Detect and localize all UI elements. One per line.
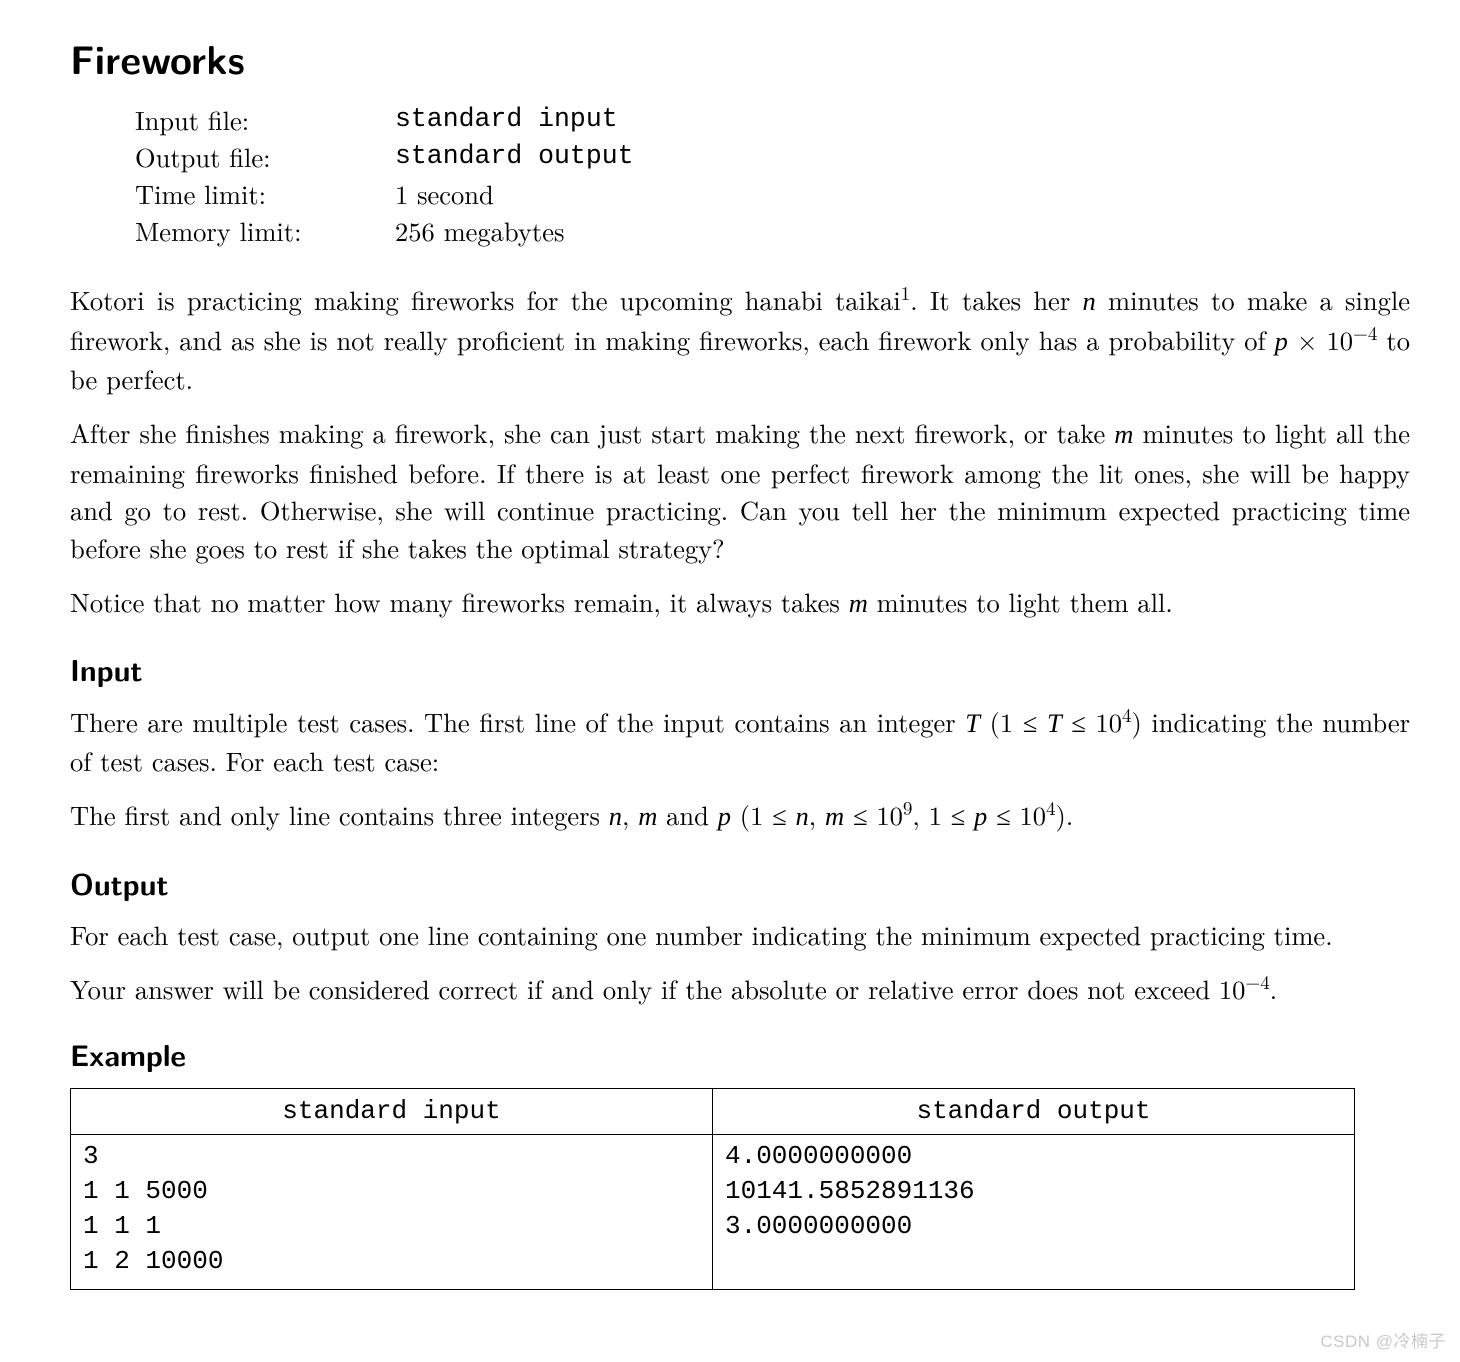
section-heading-output: Output [70,862,1410,905]
math-var: p [974,801,987,831]
section-heading-example: Example [70,1033,1410,1076]
math-range: (1 ≤ [731,795,796,833]
math-exp: 4 [1046,793,1056,821]
math-range: ≤ 10 [844,795,903,833]
limit-value: 256 megabytes [395,212,564,249]
statement-paragraph: Kotori is practicing making fireworks fo… [70,281,1410,398]
section-heading-input: Input [70,648,1410,691]
watermark: CSDN @冷楠子 [1320,1330,1446,1354]
math-exp: 4 [1122,700,1132,728]
limit-label: Output file: [135,138,395,175]
example-header-input: standard input [71,1089,713,1135]
text: Kotori is practicing making fireworks fo… [70,280,901,318]
text: The first and only line contains three i… [70,795,609,833]
example-output: 4.0000000000 10141.5852891136 3.00000000… [725,1139,1342,1244]
math-exp: −4 [1245,967,1269,995]
math-exp: −4 [1353,318,1377,346]
math-var: T [965,708,980,738]
math-base: 10 [1219,969,1246,1007]
limit-row: Time limit: 1 second [135,175,1410,212]
limit-row: Input file: standard input [135,101,1410,138]
math-range: (1 ≤ [980,702,1047,740]
text: , [622,795,638,833]
text: . [1270,969,1277,1007]
math-var: m [825,801,844,831]
math-var: p [718,801,731,831]
math-range: , 1 ≤ [912,795,974,833]
limit-value: standard input [395,101,618,138]
limit-row: Output file: standard output [135,138,1410,175]
text: After she finishes making a firework, sh… [70,413,1114,451]
math-var: n [1083,286,1096,316]
problem-title: Fireworks [70,30,1410,87]
text: Notice that no matter how many fireworks… [70,582,849,620]
math-var: n [796,801,809,831]
math-var: m [1114,419,1133,449]
math-exp: 9 [903,793,913,821]
math-range: , [809,795,825,833]
math-var: p [1275,326,1288,356]
limit-row: Memory limit: 256 megabytes [135,212,1410,249]
limit-label: Time limit: [135,175,395,212]
math-var: T [1047,708,1062,738]
math-var: m [638,801,657,831]
statement-paragraph: Notice that no matter how many fireworks… [70,583,1410,623]
math-var: m [849,588,868,618]
statement-paragraph: After she finishes making a firework, sh… [70,414,1410,567]
text: Your answer will be considered correct i… [70,969,1219,1007]
limits-block: Input file: standard input Output file: … [135,101,1410,249]
limit-label: Input file: [135,101,395,138]
math-var: n [609,801,622,831]
output-paragraph: Your answer will be considered correct i… [70,970,1410,1008]
limit-label: Memory limit: [135,212,395,249]
example-header-output: standard output [713,1089,1355,1135]
example-input: 3 1 1 5000 1 1 1 1 2 10000 [83,1139,700,1279]
math-range: ≤ 10 [987,795,1046,833]
input-paragraph: There are multiple test cases. The first… [70,703,1410,780]
text: There are multiple test cases. The first… [70,702,965,740]
limit-value: standard output [395,138,634,175]
text: and [657,795,717,833]
text: ). [1056,795,1074,833]
text: minutes to light them all. [868,582,1173,620]
input-paragraph: The first and only line contains three i… [70,796,1410,836]
footnote-ref: 1 [901,278,911,306]
math-op: × 10 [1288,320,1353,358]
text: . It takes her [910,280,1082,318]
example-table: standard input standard output 3 1 1 500… [70,1088,1355,1290]
math-range: ≤ 10 [1062,702,1122,740]
limit-value: 1 second [395,175,494,212]
output-paragraph: For each test case, output one line cont… [70,916,1410,954]
